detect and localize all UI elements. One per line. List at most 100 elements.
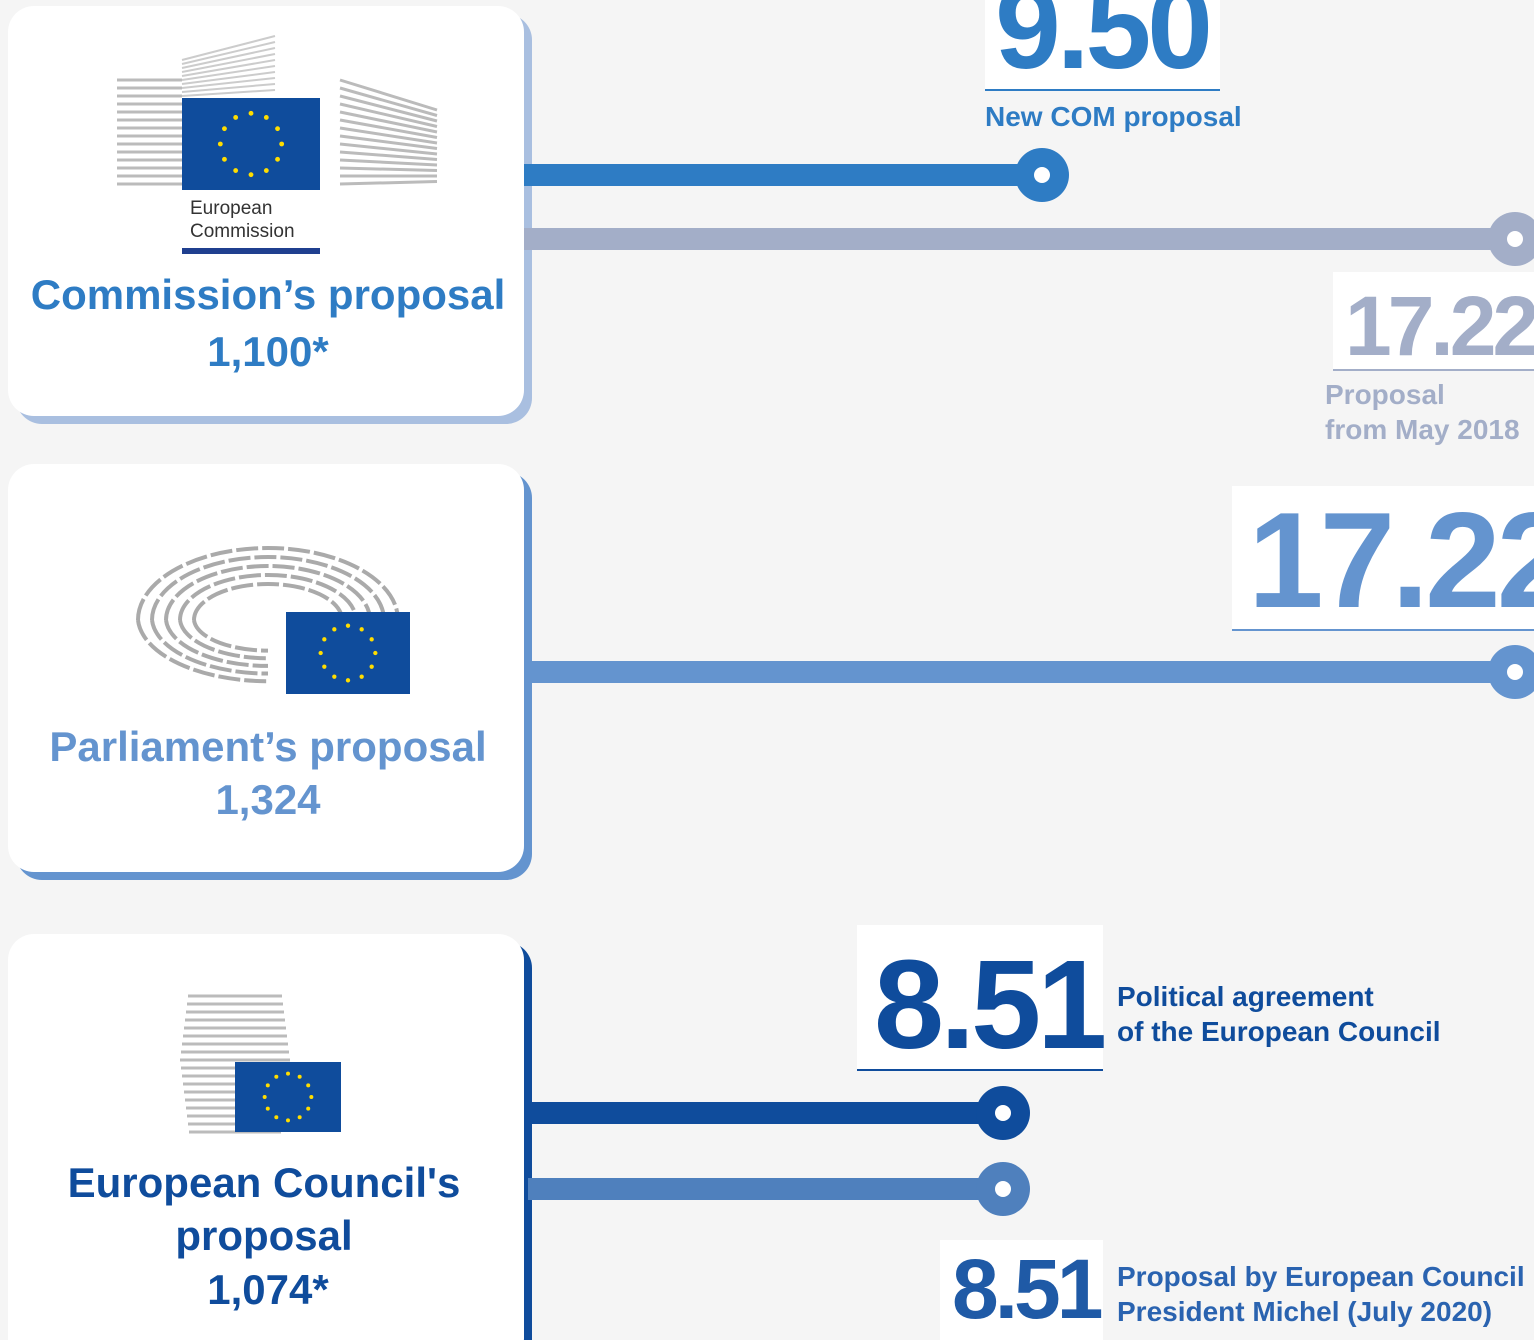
value-label: of the European Council: [1117, 1016, 1441, 1047]
flag-star: [297, 1115, 302, 1120]
flag-star: [263, 115, 269, 120]
card: [8, 934, 524, 1340]
building-stripe: [339, 78, 438, 112]
building-stripe: [339, 142, 438, 156]
hemicycle-arc: [192, 582, 344, 621]
value-label: Political agreement: [1117, 981, 1374, 1012]
hemicycle-arc: [178, 619, 269, 661]
building-stripe: [339, 102, 438, 128]
building-stripe: [181, 71, 276, 85]
council-logo: [180, 994, 341, 1134]
value-box: [1333, 272, 1534, 370]
connector: [528, 1162, 1030, 1216]
flag-star: [217, 141, 223, 147]
flag-star: [265, 1106, 270, 1111]
connector: [524, 148, 1069, 202]
building-stripe: [181, 59, 276, 77]
hemicycle-arc: [136, 619, 269, 684]
card-title: Commission’s proposal: [31, 271, 506, 318]
hemicycle-arc: [164, 564, 372, 621]
hemicycle-arc: [150, 555, 386, 621]
building-stripe: [339, 180, 438, 186]
logo-text: European: [190, 198, 272, 219]
parliament-logo: [136, 546, 410, 694]
building-stripe: [339, 86, 438, 117]
connector: [530, 645, 1534, 699]
connector: [524, 212, 1534, 266]
flag-star: [248, 110, 254, 116]
flag-star: [265, 1083, 270, 1088]
building-stripe: [181, 89, 276, 97]
building-stripe: [339, 166, 438, 172]
value-number: 17.22: [1345, 279, 1534, 373]
flag-star: [248, 172, 254, 178]
flag-star: [359, 674, 364, 679]
building-stripe: [339, 150, 438, 161]
card-title: Parliament’s proposal: [49, 723, 486, 770]
hemicycle-arc: [192, 619, 269, 653]
connector: [528, 1086, 1030, 1140]
building-stripe: [181, 47, 276, 69]
card-value: 1,074*: [207, 1266, 329, 1313]
logo-underline: [182, 248, 320, 254]
building-stripe: [181, 35, 276, 61]
building-stripe: [181, 77, 276, 89]
building-stripe: [339, 158, 438, 167]
building-stripe: [339, 110, 438, 134]
flag-star: [222, 126, 227, 132]
card: [8, 6, 524, 416]
building-stripe: [339, 94, 438, 123]
card-value: 1,324: [215, 776, 321, 823]
flag-star: [332, 674, 337, 679]
flag-star: [306, 1083, 311, 1088]
commission-logo: [117, 35, 438, 190]
value-label: President Michel (July 2020): [1117, 1296, 1492, 1327]
building-stripe: [339, 118, 438, 139]
value-box: [940, 1240, 1103, 1340]
flag-star: [275, 126, 280, 132]
value-box: [857, 925, 1103, 1070]
value-label: Proposal by European Council: [1117, 1261, 1525, 1292]
value-number: 17.22: [1248, 484, 1534, 636]
building-stripe: [339, 134, 438, 150]
flag-star: [286, 1118, 290, 1123]
flag-star: [222, 156, 227, 162]
flag-star: [274, 1115, 279, 1120]
flag-star: [322, 664, 327, 669]
card: [8, 464, 524, 872]
flag-star: [262, 1095, 267, 1099]
hemicycle-arc: [178, 573, 358, 621]
building-stripe: [181, 41, 276, 65]
value-label: Proposal: [1325, 379, 1445, 410]
flag-star: [369, 664, 374, 669]
building-stripe: [181, 83, 276, 93]
flag-star: [369, 637, 374, 642]
flag-star: [332, 627, 337, 632]
hemicycle-arc: [136, 546, 400, 621]
flag-star: [275, 156, 280, 162]
flag-star: [373, 650, 378, 656]
value-number: 9.50: [995, 0, 1209, 94]
flag-star: [318, 650, 323, 656]
flag-star: [263, 168, 269, 173]
flag-star: [345, 623, 351, 628]
card-title: proposal: [175, 1212, 352, 1259]
value-label: New COM proposal: [985, 101, 1242, 132]
flag-star: [345, 678, 351, 683]
flag-star: [306, 1106, 311, 1111]
building-stripe: [181, 65, 276, 81]
building-stripe: [339, 126, 438, 145]
value-number: 8.51: [874, 934, 1104, 1075]
card-title: European Council's: [68, 1159, 461, 1206]
flag-star: [233, 168, 239, 173]
building-stripe: [181, 53, 276, 73]
value-box: [1232, 486, 1534, 630]
value-number: 8.51: [952, 1242, 1102, 1336]
flag-star: [359, 627, 364, 632]
hemicycle-arc: [150, 619, 269, 676]
flag-star: [279, 141, 285, 147]
flag-star: [322, 637, 327, 642]
value-label: from May 2018: [1325, 414, 1520, 445]
logo-text: Commission: [190, 221, 295, 242]
